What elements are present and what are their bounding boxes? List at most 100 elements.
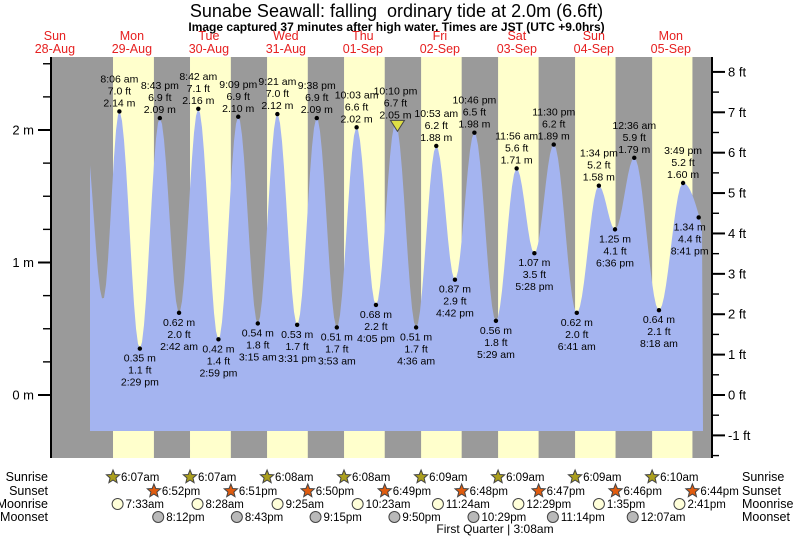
sunrise-star-icon: [259, 468, 275, 484]
sunrise-star-icon: [413, 468, 429, 484]
tide-point-dot: [551, 142, 556, 147]
tide-low-ft: 3.5 ft: [523, 269, 546, 281]
moonset-circle-icon: [230, 511, 243, 523]
day-label-date: 01-Sep: [343, 42, 383, 56]
tide-high-m: 1.58 m: [583, 172, 615, 184]
tide-low-ft: 4.1 ft: [603, 245, 626, 257]
tide-low-ft: 1.7 ft: [404, 343, 427, 355]
moonset-circle-icon: [626, 511, 639, 523]
tide-high-time: 3:49 pm: [664, 145, 702, 157]
tide-low-m: 0.42 m: [202, 343, 234, 355]
tide-low-ft: 2.0 ft: [565, 329, 588, 341]
day-label-date: 05-Sep: [651, 42, 691, 56]
moonrise-time: 8:28am: [206, 499, 244, 511]
moonrise-time: 7:33am: [126, 499, 164, 511]
tide-high-time: 8:43 pm: [141, 80, 179, 92]
tide-low-time: 6:36 pm: [596, 257, 634, 269]
right-axis-tick-label: 2 ft: [728, 307, 746, 322]
tide-low-time: 3:53 am: [318, 355, 356, 367]
tide-high-m: 1.71 m: [501, 154, 533, 166]
row-header-left-sunset: Sunset: [9, 484, 48, 498]
tide-high-time: 10:03 am: [335, 89, 379, 101]
tide-point-dot: [472, 130, 477, 135]
sunset-star-icon: [530, 482, 547, 498]
tide-high-m: 2.02 m: [341, 113, 373, 125]
moon-phase-note: First Quarter | 3:08am: [436, 522, 553, 536]
moonset-time: 8:12pm: [166, 512, 204, 524]
day-label-dow: Sun: [44, 29, 66, 43]
tide-point-dot: [176, 310, 182, 316]
day-label-date: 03-Sep: [497, 42, 537, 56]
moonrise-time: 11:24am: [446, 499, 490, 511]
sunrise-time: 6:09am: [429, 472, 467, 484]
left-axis-tick-label: 1 m: [12, 255, 34, 270]
sunrise-time: 6:09am: [583, 472, 621, 484]
sunrise-star-icon: [336, 468, 352, 484]
current-time-marker: [389, 119, 406, 133]
tide-point-dot: [216, 337, 221, 342]
tide-low-m: 0.54 m: [242, 327, 274, 339]
tide-point-dot: [117, 109, 122, 114]
tide-point-dot: [275, 111, 280, 117]
tide-high-m: 2.16 m: [182, 95, 214, 107]
moonrise-circle-icon: [111, 498, 124, 510]
tide-point-dot: [157, 115, 163, 121]
moonrise-circle-icon: [431, 498, 444, 510]
tide-point-dot: [493, 318, 499, 323]
tide-low-m: 0.62 m: [163, 317, 195, 329]
right-axis-tick-label: -1 ft: [728, 428, 751, 443]
tide-low-time: 6:41 am: [558, 341, 596, 353]
tide-high-ft: 6.9 ft: [305, 92, 328, 104]
sunset-star-icon: [684, 482, 701, 498]
moonset-time: 9:50pm: [402, 512, 440, 524]
right-axis-tick-label: 4 ft: [728, 226, 746, 241]
day-label-dow: Sat: [507, 29, 526, 43]
tide-low-m: 0.56 m: [480, 325, 512, 337]
tide-low-m: 0.62 m: [561, 317, 593, 329]
tide-low-time: 8:41 pm: [671, 245, 709, 257]
moonrise-time: 10:23am: [366, 499, 411, 511]
day-label-dow: Fri: [433, 29, 448, 43]
tide-low-m: 0.64 m: [643, 314, 675, 326]
tide-high-ft: 7.1 ft: [187, 83, 210, 95]
moonrise-time: 1:35pm: [607, 499, 645, 511]
left-axis-tick-label: 0 m: [12, 388, 34, 403]
tide-point-dot: [294, 322, 300, 327]
tide-high-ft: 7.0 ft: [108, 85, 131, 97]
tide-point-dot: [656, 308, 662, 313]
moonrise-time: 9:25am: [286, 499, 324, 511]
moonset-time: 12:07am: [641, 512, 686, 524]
sunset-time: 6:52pm: [162, 486, 200, 498]
day-label-dow: Thu: [352, 29, 374, 43]
tide-point-dot: [236, 114, 241, 119]
sunrise-star-icon: [644, 468, 661, 484]
row-header-right-sunset: Sunset: [742, 484, 781, 498]
day-label-date: 29-Aug: [112, 42, 152, 56]
tide-low-ft: 2.9 ft: [443, 296, 466, 308]
day-label-dow: Mon: [659, 29, 683, 43]
moonrise-time: 2:41pm: [687, 499, 725, 511]
sunset-time: 6:49pm: [393, 486, 431, 498]
tide-point-dot: [137, 346, 143, 351]
moonset-time: 11:14pm: [561, 512, 605, 524]
tide-point-dot: [612, 227, 618, 232]
tide-point-dot: [514, 166, 519, 171]
tide-low-time: 2:59 pm: [199, 367, 237, 379]
tide-high-time: 12:36 am: [612, 120, 656, 132]
tide-high-time: 10:53 am: [414, 108, 458, 120]
tide-low-time: 5:28 pm: [515, 281, 553, 293]
day-label-date: 04-Sep: [574, 42, 614, 56]
tide-high-time: 8:06 am: [100, 73, 138, 85]
tide-low-ft: 1.1 ft: [128, 365, 151, 377]
tide-point-dot: [255, 321, 261, 326]
day-label-date: 28-Aug: [35, 42, 75, 56]
sunset-star-icon: [376, 482, 393, 498]
tide-high-m: 1.60 m: [667, 169, 699, 181]
tide-low-time: 4:42 pm: [436, 308, 474, 320]
tide-high-time: 1:34 pm: [580, 148, 618, 160]
sunset-star-icon: [222, 482, 239, 498]
tide-low-ft: 1.4 ft: [207, 355, 230, 367]
moonrise-circle-icon: [191, 498, 204, 510]
